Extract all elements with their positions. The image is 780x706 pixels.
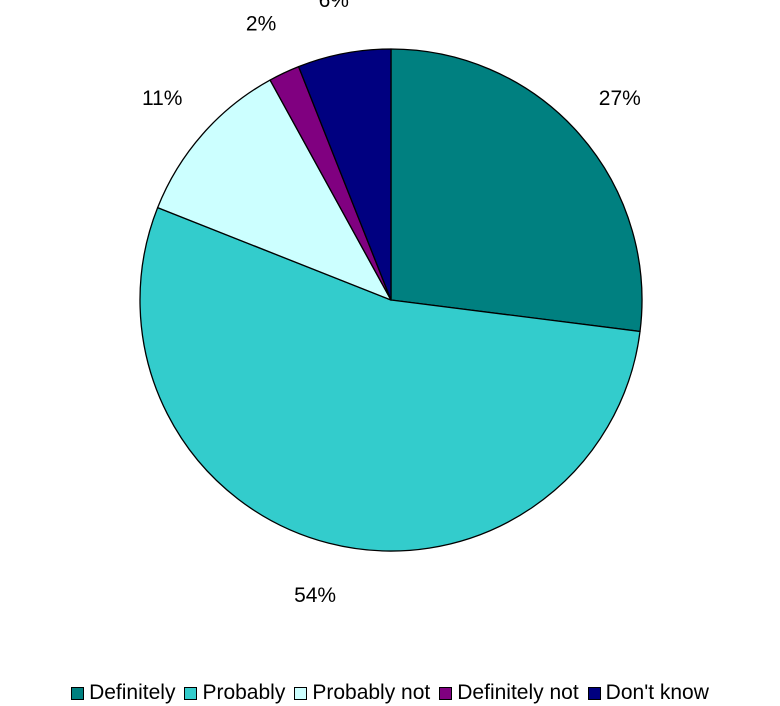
pie-slices xyxy=(139,48,643,552)
legend-item: Definitely xyxy=(71,681,175,705)
data-label: 6% xyxy=(319,0,349,12)
pie-slice-probably xyxy=(139,206,641,552)
legend-item: Probably not xyxy=(294,681,430,705)
pie-slice-don-t-know xyxy=(297,48,392,301)
data-label: 2% xyxy=(246,13,276,36)
chart-legend: Definitely Probably Probably not Definitely… xyxy=(0,681,780,705)
data-label: 11% xyxy=(142,87,182,110)
legend-item: Don't know xyxy=(587,681,709,705)
legend-swatch xyxy=(294,686,308,700)
legend-swatch xyxy=(184,686,198,700)
legend-swatch xyxy=(587,686,601,700)
legend-label: Probably xyxy=(202,681,286,704)
legend-swatch xyxy=(439,686,453,700)
legend-label: Definitely xyxy=(89,681,176,704)
pie-slice-definitely xyxy=(390,48,643,333)
legend-item: Definitely not xyxy=(439,681,579,705)
data-label: 27% xyxy=(599,87,641,110)
legend-label: Don't know xyxy=(605,681,709,704)
legend-label: Definitely not xyxy=(457,681,579,704)
legend-label: Probably not xyxy=(312,681,431,704)
pie-slice-probably-not xyxy=(156,79,392,301)
legend-swatch xyxy=(71,686,85,700)
pie-data-labels: 27% 54% 11% 2% 6% xyxy=(142,0,641,607)
data-label: 54% xyxy=(294,584,336,607)
legend-item: Probably xyxy=(184,681,285,705)
